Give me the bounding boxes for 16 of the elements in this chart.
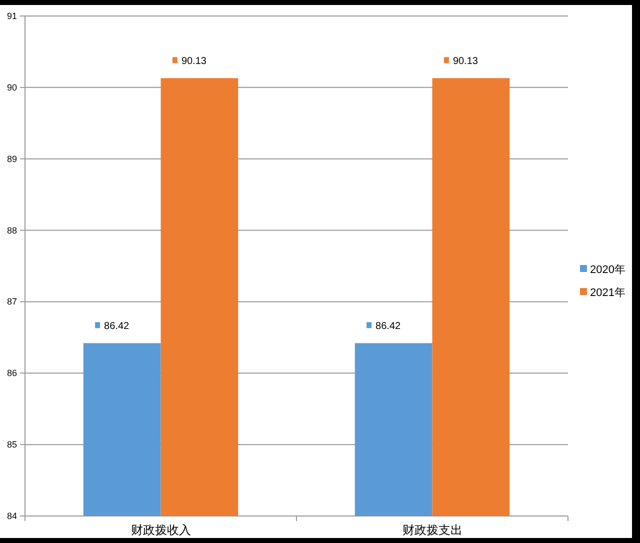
x-tick-label: 财政拨收入 xyxy=(130,523,191,537)
y-tick-label: 84 xyxy=(6,511,17,521)
data-label: 90.13 xyxy=(181,56,207,68)
x-tick-label: 财政拨支出 xyxy=(402,523,462,537)
y-tick-label: 88 xyxy=(6,225,17,236)
y-tick-label: 89 xyxy=(6,154,17,164)
data-label: 90.13 xyxy=(452,56,478,68)
data-label: 86.42 xyxy=(376,321,402,332)
y-tick-label: 87 xyxy=(6,296,17,307)
legend-label: 2020年 xyxy=(590,264,626,276)
y-tick-label: 90 xyxy=(6,82,17,92)
y-tick-label: 86 xyxy=(6,368,17,378)
data-label: 86.42 xyxy=(104,321,130,332)
y-tick-label: 85 xyxy=(6,440,17,450)
legend-label: 2021年 xyxy=(590,287,626,299)
y-tick-label: 91 xyxy=(6,11,17,21)
